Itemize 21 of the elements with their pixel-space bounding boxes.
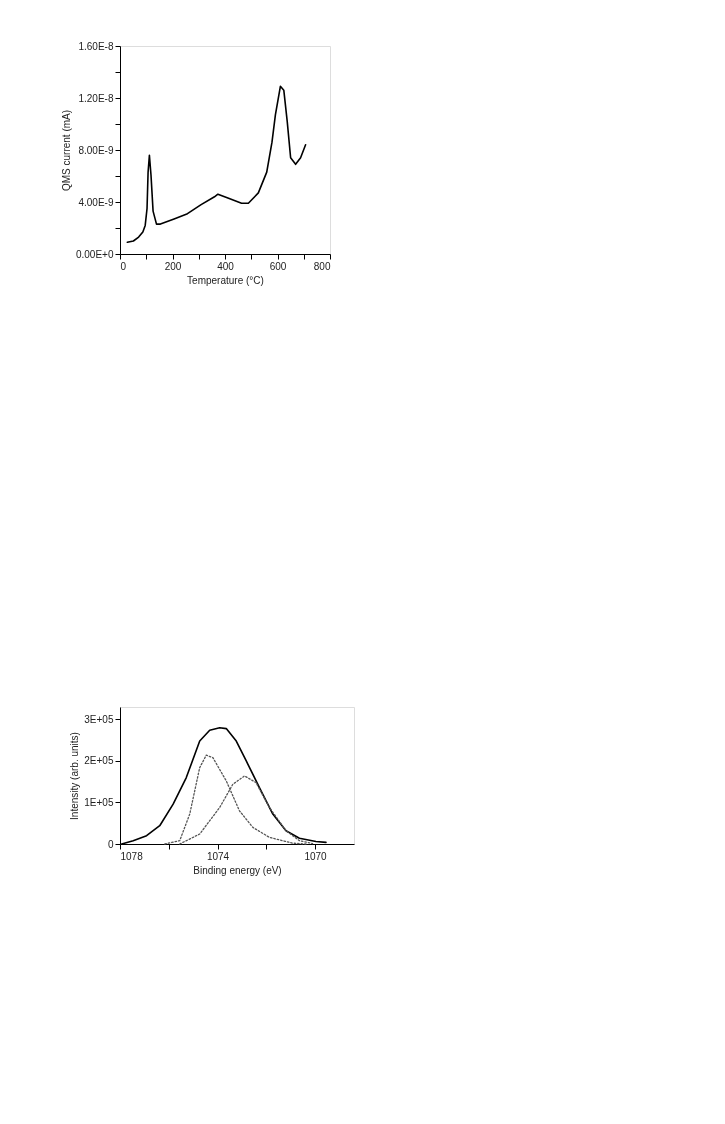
y-tick-label: 8.00E-9 <box>78 144 114 156</box>
y-axis-title: QMS current (mA) <box>60 109 72 192</box>
x-tick-label: 400 <box>217 260 235 272</box>
y-tick-label: 0 <box>107 838 114 850</box>
x-tick-label: 0 <box>120 260 127 272</box>
x-axis-title: Binding energy (eV) <box>193 864 282 876</box>
y-tick-label: 4.00E-9 <box>78 196 114 208</box>
y-tick-label: 1.60E-8 <box>78 40 114 52</box>
y-tick-label: 2E+05 <box>84 755 114 767</box>
x-tick-label: 1078 <box>120 850 144 862</box>
y-tick-label: 3E+05 <box>84 713 114 725</box>
y-axis-title: Intensity (arb. units) <box>69 732 81 820</box>
x-tick-label: 200 <box>164 260 182 272</box>
x-tick-label: 1074 <box>206 850 230 862</box>
x-tick-label: 600 <box>269 260 287 272</box>
y-tick-label: 0.00E+0 <box>75 248 114 260</box>
y-tick-label: 1.20E-8 <box>78 92 114 104</box>
x-axis-title: Temperature (°C) <box>187 274 264 286</box>
x-tick-label: 800 <box>313 260 331 272</box>
x-tick-label: 1070 <box>304 850 328 862</box>
y-tick-label: 1E+05 <box>84 796 114 808</box>
